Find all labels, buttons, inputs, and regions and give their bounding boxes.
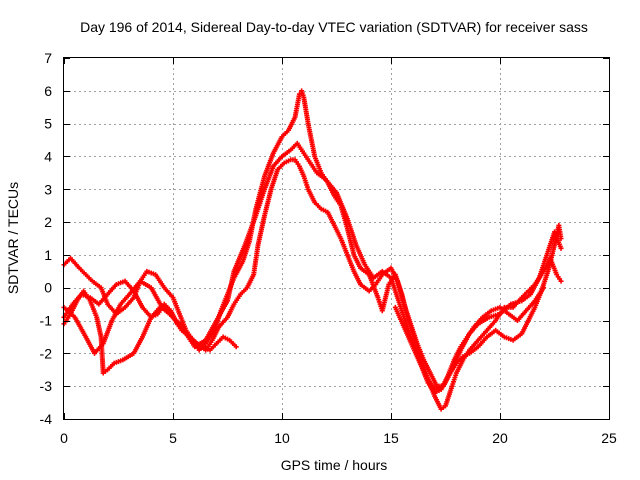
y-axis-label: SDTVAR / TECUs <box>5 182 21 294</box>
y-tick-label: 0 <box>44 280 52 296</box>
x-tick-label: 20 <box>492 430 508 446</box>
grid <box>64 58 609 419</box>
data-point <box>558 245 564 251</box>
x-tick-label: 15 <box>383 430 399 446</box>
series <box>61 278 547 396</box>
data-point <box>558 236 564 241</box>
x-tick-label: 25 <box>601 430 617 446</box>
y-tick-label: 2 <box>44 214 52 230</box>
chart-title: Day 196 of 2014, Sidereal Day-to-day VTE… <box>80 19 588 35</box>
axis-ticks: 0 5 10 15 20 25 -4 -3 -2 -1 0 1 2 3 4 5 6 7 <box>40 50 617 446</box>
x-axis-label: GPS time / hours <box>281 457 388 473</box>
y-tick-label: 7 <box>44 50 52 66</box>
data-point <box>233 344 239 350</box>
data-points <box>61 88 564 412</box>
data-point <box>541 285 547 291</box>
y-tick-label: 6 <box>44 83 52 99</box>
series <box>61 140 564 392</box>
series <box>61 157 564 389</box>
y-tick-label: 4 <box>44 148 52 164</box>
y-tick-label: -1 <box>40 313 53 329</box>
x-tick-label: 10 <box>274 430 290 446</box>
y-tick-label: 1 <box>44 247 52 263</box>
series <box>61 88 564 412</box>
x-tick-label: 5 <box>169 430 177 446</box>
y-tick-label: -3 <box>40 378 53 394</box>
y-tick-label: -2 <box>40 345 53 361</box>
plot-frame <box>63 57 610 420</box>
data-point <box>296 91 302 97</box>
y-tick-label: 3 <box>44 181 52 197</box>
x-tick-label: 0 <box>60 430 68 446</box>
y-tick-label: 5 <box>44 116 52 132</box>
y-tick-label: -4 <box>40 411 53 427</box>
data-point <box>558 278 564 284</box>
